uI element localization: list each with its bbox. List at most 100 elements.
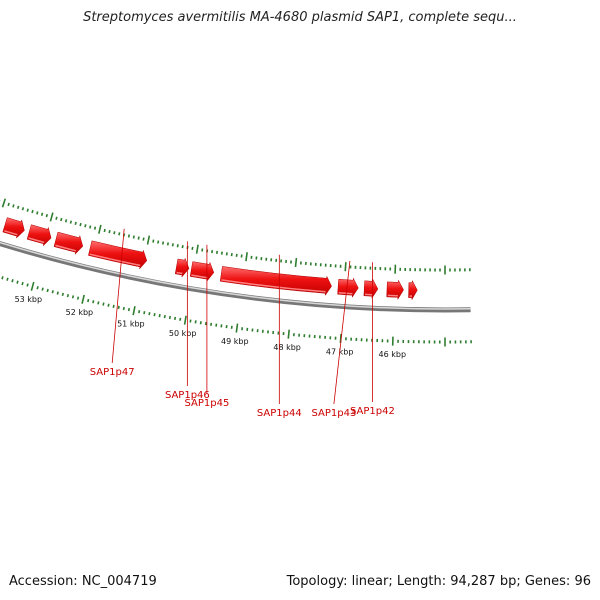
scale-label: 50 kbp <box>169 329 197 338</box>
gene-arrow-highlight <box>338 292 353 295</box>
gene-label: SAP1p43 <box>311 408 356 419</box>
minor-tick <box>74 221 77 225</box>
gene-leader-line <box>111 228 125 364</box>
minor-tick <box>11 279 14 283</box>
minor-tick <box>132 235 135 239</box>
minor-tick <box>71 295 75 299</box>
minor-tick <box>12 204 15 208</box>
minor-tick <box>162 241 165 245</box>
major-tick <box>344 262 347 272</box>
minor-tick <box>102 302 105 306</box>
gene-arrow-highlight <box>221 279 326 293</box>
minor-tick <box>41 287 44 291</box>
gene-arrow-highlight <box>89 253 141 267</box>
major-tick <box>1 198 6 208</box>
minor-tick <box>26 208 29 212</box>
outer-scale-ticks <box>1 276 472 347</box>
minor-tick <box>118 232 121 236</box>
scale-label: 48 kbp <box>273 343 301 352</box>
minor-tick <box>6 277 9 281</box>
gene-arrow-highlight <box>55 244 77 252</box>
major-tick <box>49 212 54 222</box>
major-tick <box>287 329 290 339</box>
accession-label: Accession: NC_004719 <box>9 574 157 589</box>
minor-tick <box>97 301 100 305</box>
major-tick <box>195 244 199 254</box>
gene-arrow-highlight <box>28 237 45 244</box>
gene-arrow[interactable] <box>88 240 148 270</box>
gene-label: SAP1p47 <box>90 367 135 378</box>
minor-tick <box>191 246 194 250</box>
major-tick <box>81 294 85 304</box>
gene-arrow[interactable] <box>189 261 215 283</box>
minor-tick <box>36 286 39 290</box>
gene-arrow[interactable] <box>2 217 25 239</box>
minor-tick <box>1 276 4 280</box>
minor-tick <box>171 243 174 247</box>
major-tick <box>183 315 187 325</box>
minor-tick <box>61 292 64 297</box>
minor-tick <box>152 239 155 243</box>
minor-tick <box>163 314 166 319</box>
gene-arrow-highlight <box>176 271 183 275</box>
backbone-line <box>0 240 471 313</box>
gene-arrow[interactable] <box>363 278 379 300</box>
scale-label: 53 kbp <box>15 295 43 304</box>
major-tick <box>132 306 136 316</box>
gene-label: SAP1p44 <box>257 408 302 419</box>
gene-leader-line <box>333 260 351 405</box>
scale-label: 46 kbp <box>379 350 407 359</box>
gene-arrow-highlight <box>191 274 208 279</box>
minor-tick <box>107 303 110 307</box>
minor-tick <box>60 217 63 222</box>
minor-tick <box>45 213 49 218</box>
minor-tick <box>157 240 160 244</box>
scale-label: 52 kbp <box>66 308 94 317</box>
minor-tick <box>113 231 116 235</box>
major-tick <box>98 224 102 234</box>
minor-tick <box>87 298 90 303</box>
major-tick <box>146 235 151 245</box>
gene-label: SAP1p42 <box>350 406 395 417</box>
minor-tick <box>16 205 20 210</box>
major-tick <box>30 281 35 291</box>
minor-tick <box>79 222 82 227</box>
minor-tick <box>36 211 39 215</box>
minor-tick <box>103 228 106 233</box>
minor-tick <box>93 226 97 230</box>
minor-tick <box>179 317 182 321</box>
minor-tick <box>143 311 146 315</box>
minor-tick <box>112 304 115 308</box>
gene-track <box>2 217 418 301</box>
minor-tick <box>55 216 58 220</box>
gene-arrow[interactable] <box>386 279 404 300</box>
minor-tick <box>46 288 49 293</box>
gene-arrow[interactable] <box>26 224 52 247</box>
minor-tick <box>168 315 171 320</box>
minor-tick <box>92 300 95 304</box>
minor-tick <box>40 212 44 216</box>
minor-tick <box>31 209 34 214</box>
minor-tick <box>51 290 54 294</box>
gene-arrow[interactable] <box>53 231 84 256</box>
minor-tick <box>153 313 156 317</box>
minor-tick <box>137 236 140 240</box>
minor-tick <box>181 245 184 249</box>
scale-label: 51 kbp <box>117 319 145 328</box>
gene-label: SAP1p46 <box>165 390 210 401</box>
gene-arrow[interactable] <box>219 266 332 297</box>
minor-tick <box>108 229 111 234</box>
minor-tick <box>117 305 120 310</box>
minor-tick <box>174 316 177 321</box>
minor-tick <box>7 202 10 207</box>
minor-tick <box>16 280 19 284</box>
page-title: Streptomyces avermitilis MA-4680 plasmid… <box>83 10 517 25</box>
minor-tick <box>122 306 125 311</box>
minor-tick <box>21 207 25 211</box>
minor-tick <box>127 234 131 238</box>
scale-label: 49 kbp <box>221 337 249 346</box>
gene-arrow[interactable] <box>408 280 418 301</box>
topology-summary: Topology: linear; Length: 94,287 bp; Gen… <box>286 574 591 589</box>
